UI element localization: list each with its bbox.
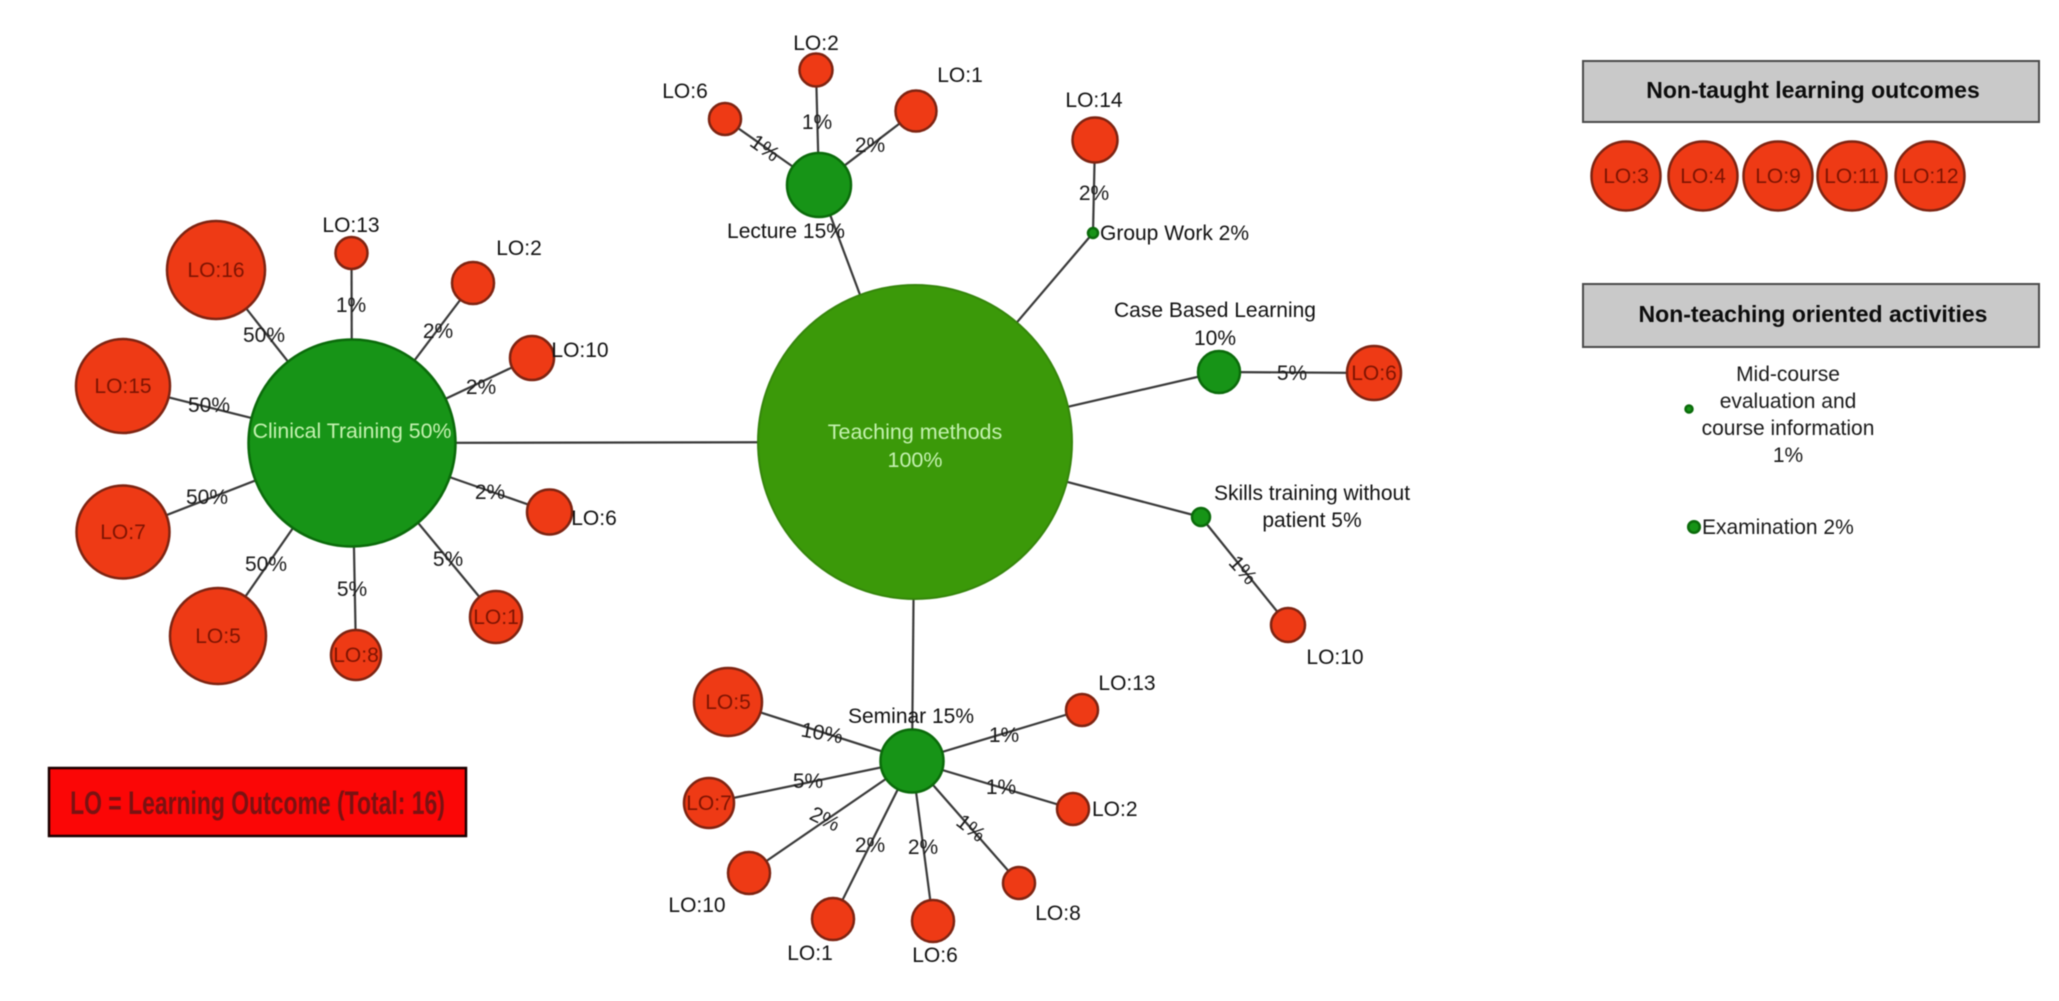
svg-text:LO:10: LO:10 [1306,646,1363,669]
svg-text:LO:8: LO:8 [1035,902,1081,925]
svg-text:LO:6: LO:6 [1351,362,1397,385]
svg-text:LO:10: LO:10 [551,339,608,362]
svg-text:LO:16: LO:16 [187,259,244,282]
svg-text:2%: 2% [855,134,885,157]
svg-text:LO:6: LO:6 [571,507,617,530]
svg-text:Case Based Learning: Case Based Learning [1114,299,1316,322]
svg-text:LO:12: LO:12 [1901,165,1958,188]
svg-text:2%: 2% [855,834,885,857]
svg-text:LO:1: LO:1 [473,606,519,629]
svg-text:LO:14: LO:14 [1065,89,1123,112]
svg-text:LO:6: LO:6 [662,80,708,103]
svg-text:Non-taught learning outcomes: Non-taught learning outcomes [1646,77,1980,103]
svg-text:patient 5%: patient 5% [1262,509,1361,532]
svg-text:LO:1: LO:1 [787,942,833,965]
svg-text:2%: 2% [908,836,938,859]
svg-text:2%: 2% [423,320,453,343]
svg-text:50%: 50% [243,324,285,347]
svg-text:50%: 50% [188,394,230,417]
svg-text:5%: 5% [793,770,823,793]
svg-text:1%: 1% [989,724,1019,747]
svg-text:LO:7: LO:7 [100,521,146,544]
svg-text:5%: 5% [1277,362,1307,385]
svg-text:Seminar 15%: Seminar 15% [848,705,974,728]
svg-text:LO:2: LO:2 [496,237,542,260]
svg-text:LO:6: LO:6 [912,944,958,967]
svg-text:LO:1: LO:1 [937,64,983,87]
svg-text:LO:10: LO:10 [668,894,725,917]
svg-text:course information: course information [1702,417,1875,440]
svg-text:LO:11: LO:11 [1824,165,1880,188]
svg-text:2%: 2% [466,376,496,399]
svg-text:LO:8: LO:8 [333,644,379,667]
svg-text:LO = Learning Outcome (Total:: LO = Learning Outcome (Total: 16) [70,785,445,821]
svg-text:LO:9: LO:9 [1755,165,1801,188]
svg-text:2%: 2% [1079,182,1109,205]
svg-text:Examination 2%: Examination 2% [1702,516,1854,539]
svg-text:LO:4: LO:4 [1680,165,1726,188]
svg-text:1%: 1% [336,294,366,317]
svg-text:50%: 50% [245,553,287,576]
svg-text:LO:2: LO:2 [793,32,839,55]
svg-text:LO:3: LO:3 [1603,165,1649,188]
svg-text:5%: 5% [433,548,463,571]
svg-text:Lecture 15%: Lecture 15% [727,220,845,243]
svg-text:2%: 2% [475,481,505,504]
svg-text:1%: 1% [1773,444,1803,467]
svg-text:100%: 100% [888,448,943,472]
svg-text:Group Work 2%: Group Work 2% [1100,222,1249,245]
svg-text:LO:2: LO:2 [1092,798,1138,821]
svg-text:LO:13: LO:13 [1098,672,1155,695]
svg-text:LO:13: LO:13 [322,214,379,237]
svg-text:50%: 50% [186,486,228,509]
svg-text:LO:5: LO:5 [195,625,241,648]
svg-text:Mid-course: Mid-course [1736,363,1840,386]
svg-text:Non-teaching oriented activiti: Non-teaching oriented activities [1639,301,1988,327]
svg-text:1%: 1% [802,111,832,134]
svg-text:Clinical Training 50%: Clinical Training 50% [253,419,452,443]
svg-text:LO:7: LO:7 [686,792,732,815]
svg-text:1%: 1% [986,776,1016,799]
svg-text:10%: 10% [1194,327,1236,350]
svg-text:Teaching methods: Teaching methods [828,420,1003,444]
svg-text:LO:15: LO:15 [94,375,151,398]
svg-text:5%: 5% [337,578,367,601]
svg-text:Skills training without: Skills training without [1214,482,1410,505]
svg-text:LO:5: LO:5 [705,691,751,714]
svg-text:evaluation and: evaluation and [1720,390,1857,413]
